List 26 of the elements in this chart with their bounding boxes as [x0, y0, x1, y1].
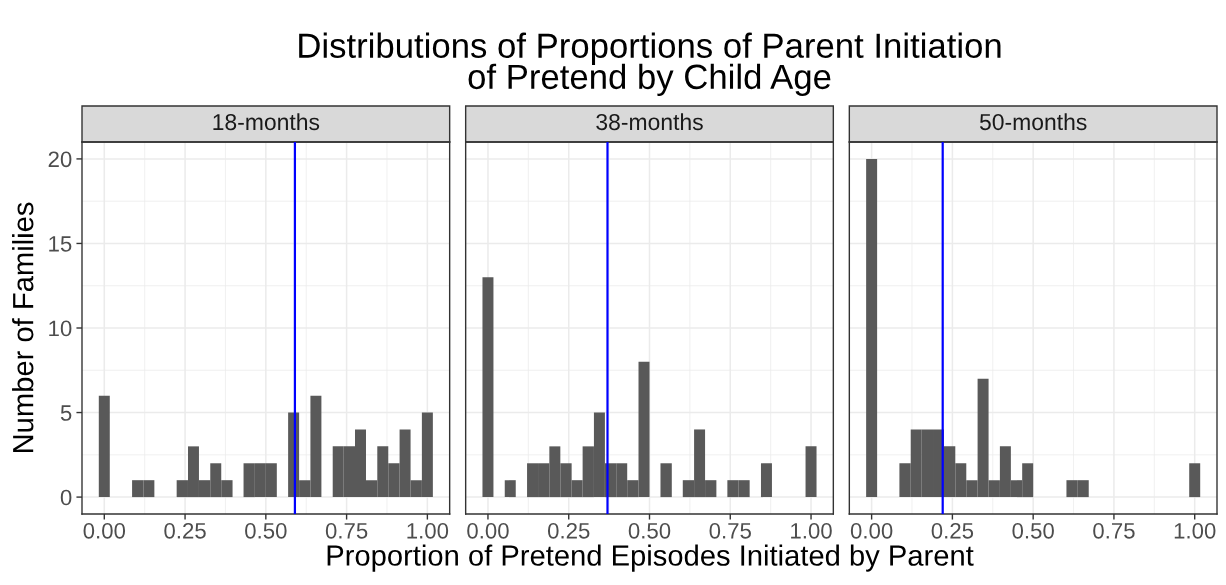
x-tick-label: 0.75 [709, 522, 751, 539]
x-tick-label: 0.00 [83, 522, 126, 539]
x-tick-label: 1.00 [791, 522, 832, 539]
chart-subtitle: 50-months [979, 113, 1087, 131]
y-axis-title: Number of Families [12, 202, 34, 453]
y-tick-label: 20 [48, 151, 72, 168]
chart-title: Distributions of Proportions of Parent Initiation of Pretend by Child Age [299, 32, 1001, 96]
x-tick-label: 0.50 [245, 522, 287, 539]
y-tick-label: 15 [49, 236, 72, 252]
x-tick-label: 0.75 [325, 522, 368, 539]
chart-subtitle: 18-months [213, 113, 320, 131]
y-tick-label: 10 [49, 320, 72, 337]
x-tick-label: 0.00 [467, 522, 509, 539]
x-tick-label: 0.75 [1093, 522, 1135, 539]
x-tick-label: 0.00 [850, 522, 893, 539]
x-tick-label: 0.25 [931, 522, 974, 539]
x-tick-label: 1.00 [407, 522, 449, 539]
y-tick-label: 0 [60, 489, 72, 506]
x-tick-label: 0.25 [164, 522, 206, 539]
x-tick-label: 0.50 [628, 522, 671, 539]
chart-subtitle: 38-months [596, 113, 703, 131]
x-tick-label: 0.50 [1012, 522, 1054, 539]
x-tick-label: 0.25 [547, 522, 590, 539]
y-tick-label: 5 [60, 405, 72, 421]
x-tick-label: 1.00 [1174, 522, 1216, 539]
x-axis-title: Proportion of Pretend Episodes Initiated by Parent [327, 544, 974, 572]
